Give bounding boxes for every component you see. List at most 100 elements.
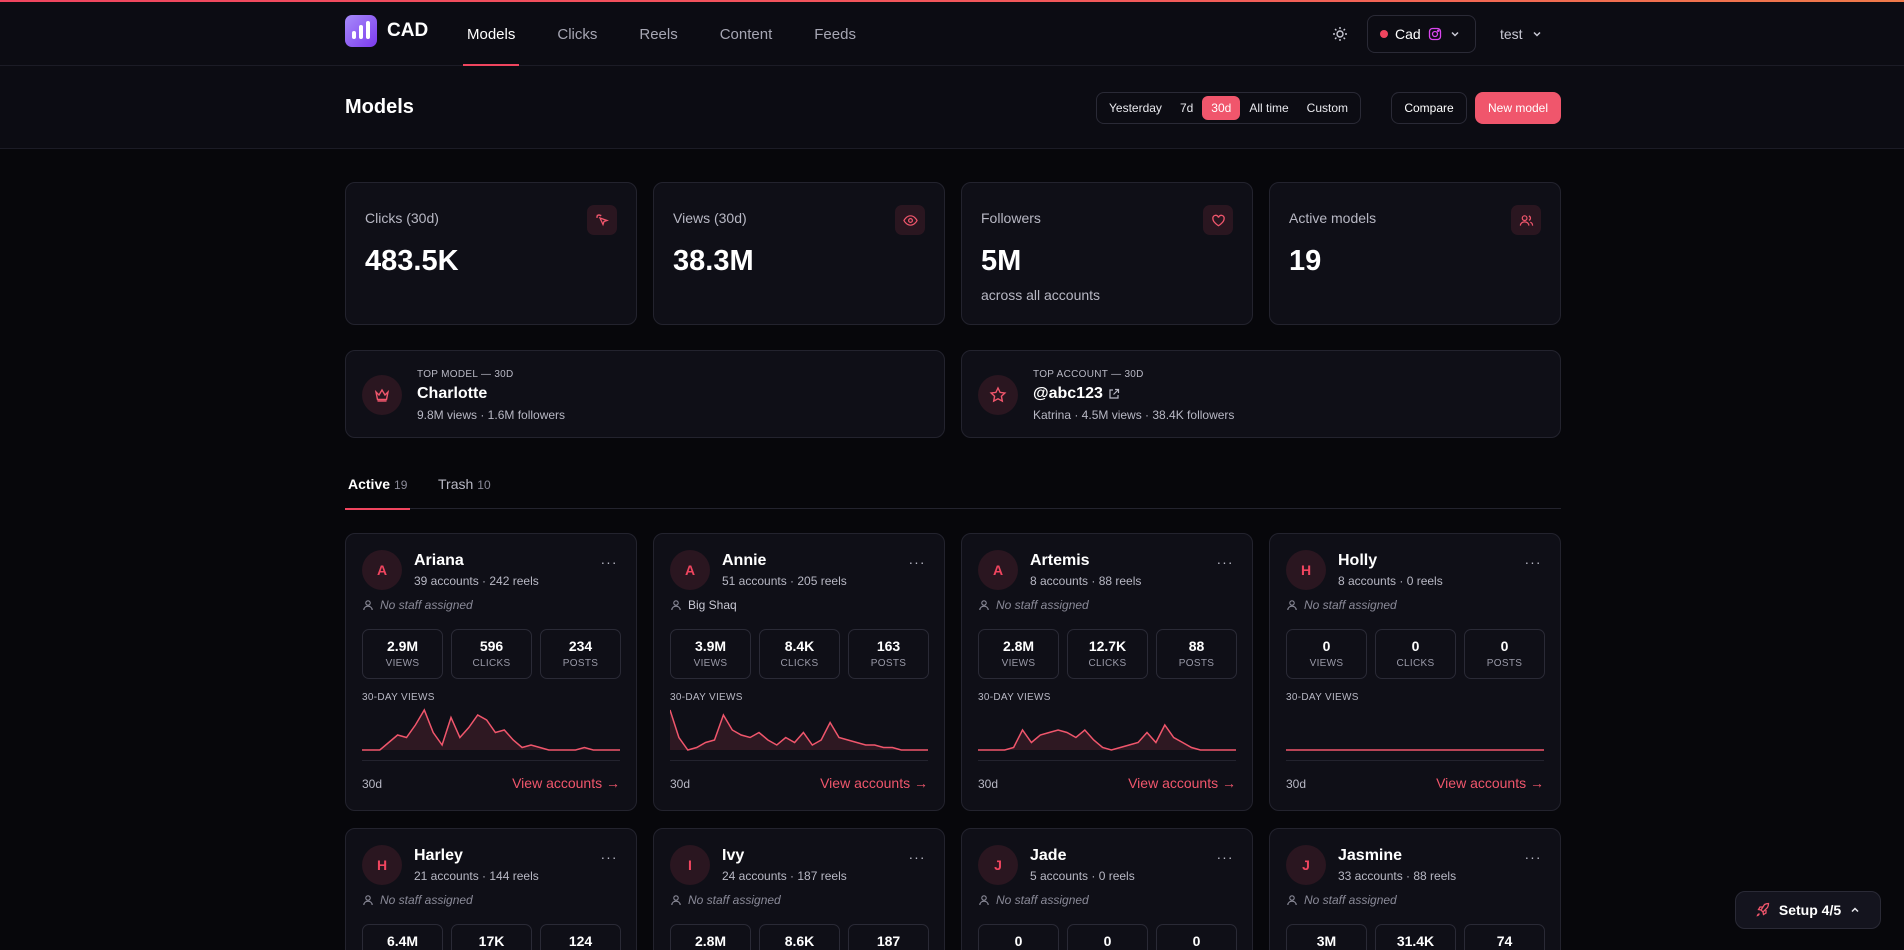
model-card[interactable]: H Holly 8 accounts · 0 reels ··· No staff as… <box>1269 533 1561 811</box>
stat-views: 3MVIEWS <box>1286 924 1367 950</box>
model-meta: 24 accounts · 187 reels <box>722 869 847 883</box>
model-meta: 8 accounts · 88 reels <box>1030 574 1142 588</box>
status-dot <box>1380 30 1388 38</box>
model-meta: 33 accounts · 88 reels <box>1338 869 1457 883</box>
nav-models[interactable]: Models <box>463 2 520 66</box>
staff-label: No staff assigned <box>380 893 473 907</box>
model-card[interactable]: J Jade 5 accounts · 0 reels ··· No staff ass… <box>961 828 1253 950</box>
view-accounts-link[interactable]: View accounts → <box>512 775 620 791</box>
stat-posts: 187POSTS <box>848 924 929 950</box>
staff-label: No staff assigned <box>1304 893 1397 907</box>
avatar: H <box>362 845 402 885</box>
stat-value: 19 <box>1289 245 1322 277</box>
model-meta: 39 accounts · 242 reels <box>414 574 539 588</box>
more-options-icon[interactable]: ··· <box>1216 554 1234 570</box>
crown-icon <box>362 375 402 415</box>
nav-clicks[interactable]: Clicks <box>557 25 598 43</box>
view-accounts-link[interactable]: View accounts → <box>1128 775 1236 791</box>
model-card[interactable]: J Jasmine 33 accounts · 88 reels ··· No staf… <box>1269 828 1561 950</box>
stat-label: Views (30d) <box>673 210 747 226</box>
more-options-icon[interactable]: ··· <box>908 554 926 570</box>
staff-assignment: No staff assigned <box>670 893 781 907</box>
person-icon <box>671 895 681 906</box>
page-header: Models Yesterday 7d 30d All time Custom … <box>0 66 1904 149</box>
range-7d[interactable]: 7d <box>1179 101 1194 115</box>
stat-posts: 88 POSTS <box>1156 629 1237 679</box>
nav-content[interactable]: Content <box>719 25 773 43</box>
top-model-stats: 9.8M views · 1.6M followers <box>417 408 566 422</box>
staff-label: No staff assigned <box>1304 598 1397 612</box>
model-meta: 8 accounts · 0 reels <box>1338 574 1443 588</box>
setup-progress-button[interactable]: Setup 4/5 <box>1735 891 1881 929</box>
chevron-down-icon <box>1451 31 1459 37</box>
top-account-name: @abc123 <box>1033 385 1120 403</box>
sparkline-line <box>978 723 1236 751</box>
model-card[interactable]: H Harley 21 accounts · 144 reels ··· No staf… <box>345 828 637 950</box>
model-meta: 21 accounts · 144 reels <box>414 869 539 883</box>
model-name: Ariana <box>414 552 464 569</box>
staff-label: Big Shaq <box>688 598 737 612</box>
new-model-button[interactable]: New model <box>1475 92 1561 124</box>
range-30d[interactable]: 30d <box>1202 96 1241 120</box>
more-options-icon[interactable]: ··· <box>1524 554 1542 570</box>
avatar: I <box>670 845 710 885</box>
model-card[interactable]: A Ariana 39 accounts · 242 reels ··· No staf… <box>345 533 637 811</box>
external-link-icon[interactable] <box>1108 388 1120 400</box>
divider <box>362 760 620 761</box>
person-icon <box>979 600 989 611</box>
more-options-icon[interactable]: ··· <box>600 849 618 865</box>
range-yesterday[interactable]: Yesterday <box>1109 101 1162 115</box>
stat-clicks: 8.4K CLICKS <box>759 629 840 679</box>
staff-assignment: Big Shaq <box>670 598 737 612</box>
compare-button[interactable]: Compare <box>1391 92 1467 124</box>
model-name: Holly <box>1338 552 1378 569</box>
more-options-icon[interactable]: ··· <box>1216 849 1234 865</box>
model-name: Jasmine <box>1338 847 1403 864</box>
brand[interactable]: CAD <box>345 15 428 47</box>
more-options-icon[interactable]: ··· <box>908 849 926 865</box>
workspace-switcher[interactable]: Cad <box>1367 15 1476 53</box>
user-menu[interactable]: test <box>1500 15 1543 53</box>
nav-feeds[interactable]: Feeds <box>814 25 856 43</box>
views-sparkline <box>670 709 928 751</box>
theme-toggle-sun-icon[interactable] <box>1328 22 1352 46</box>
page-title: Models <box>345 96 414 118</box>
top-model-card[interactable]: TOP MODEL — 30D Charlotte 9.8M views · 1… <box>345 350 945 438</box>
range-all-time[interactable]: All time <box>1249 101 1289 115</box>
person-icon <box>363 895 373 906</box>
avatar: H <box>1286 550 1326 590</box>
view-accounts-link[interactable]: View accounts → <box>1436 775 1544 791</box>
staff-assignment: No staff assigned <box>1286 598 1397 612</box>
tab-active[interactable]: Active 19 <box>345 476 411 510</box>
stat-label: Active models <box>1289 210 1377 226</box>
stat-views: 3.9M VIEWS <box>670 629 751 679</box>
stat-clicks: 596 CLICKS <box>451 629 532 679</box>
person-icon <box>671 600 681 611</box>
more-options-icon[interactable]: ··· <box>1524 849 1542 865</box>
view-accounts-link[interactable]: View accounts → <box>820 775 928 791</box>
model-meta: 5 accounts · 0 reels <box>1030 869 1135 883</box>
stat-card-active-models: Active models 19 <box>1269 182 1561 325</box>
staff-assignment: No staff assigned <box>1286 893 1397 907</box>
model-name: Ivy <box>722 847 745 864</box>
bar-chart-logo-icon <box>345 15 377 47</box>
brand-name: CAD <box>387 20 429 41</box>
model-card[interactable]: I Ivy 24 accounts · 187 reels ··· No staff a… <box>653 828 945 950</box>
model-card[interactable]: A Annie 51 accounts · 205 reels ··· Big Shaq… <box>653 533 945 811</box>
tab-trash[interactable]: Trash 10 <box>438 476 491 492</box>
model-card[interactable]: A Artemis 8 accounts · 88 reels ··· No staff… <box>961 533 1253 811</box>
divider <box>670 760 928 761</box>
top-account-card[interactable]: TOP ACCOUNT — 30D @abc123 Katrina · 4.5M… <box>961 350 1561 438</box>
model-name: Harley <box>414 847 463 864</box>
range-custom[interactable]: Custom <box>1306 101 1349 115</box>
model-name: Artemis <box>1030 552 1090 569</box>
more-options-icon[interactable]: ··· <box>600 554 618 570</box>
nav-reels[interactable]: Reels <box>639 25 678 43</box>
person-icon <box>1287 895 1297 906</box>
staff-label: No staff assigned <box>688 893 781 907</box>
stat-posts: 74POSTS <box>1464 924 1545 950</box>
views-sparkline <box>978 723 1236 751</box>
